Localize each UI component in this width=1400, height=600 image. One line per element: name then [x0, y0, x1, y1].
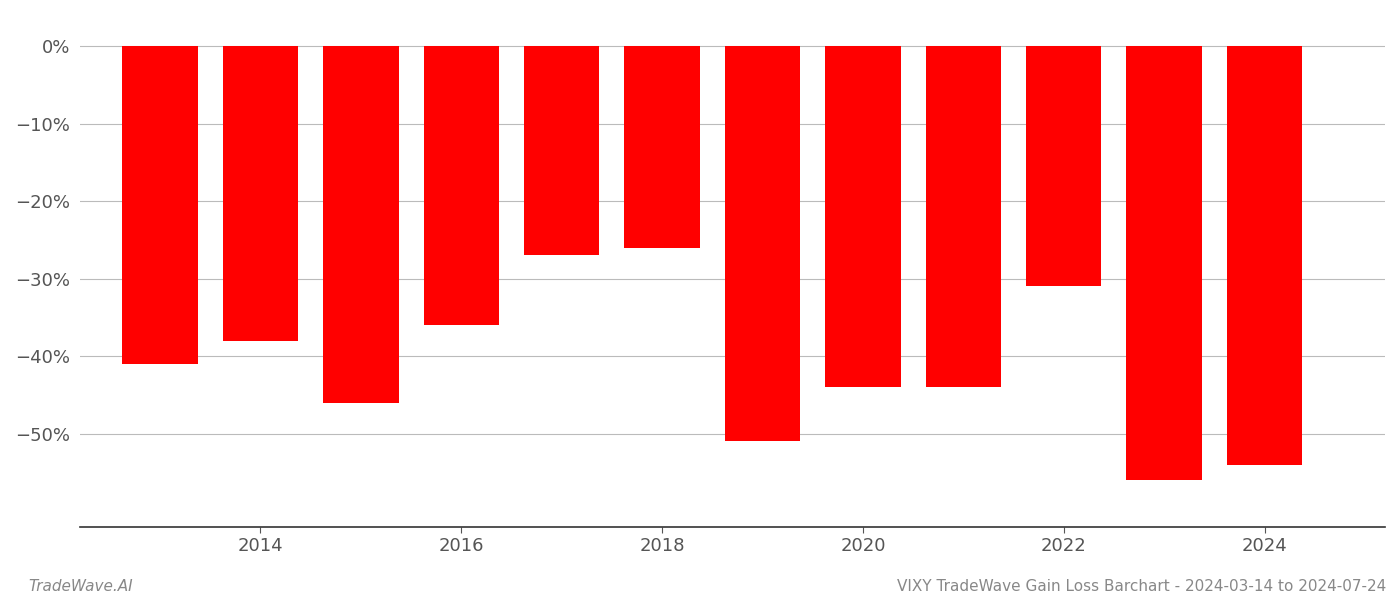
Bar: [424, 46, 498, 325]
Text: TradeWave.AI: TradeWave.AI: [28, 579, 133, 594]
Bar: [624, 46, 700, 248]
Bar: [925, 46, 1001, 387]
Text: VIXY TradeWave Gain Loss Barchart - 2024-03-14 to 2024-07-24: VIXY TradeWave Gain Loss Barchart - 2024…: [897, 579, 1386, 594]
Bar: [1127, 46, 1201, 480]
Bar: [825, 46, 900, 387]
Bar: [1226, 46, 1302, 464]
Bar: [1026, 46, 1102, 286]
Bar: [725, 46, 801, 442]
Bar: [122, 46, 197, 364]
Bar: [323, 46, 399, 403]
Bar: [524, 46, 599, 255]
Bar: [223, 46, 298, 341]
